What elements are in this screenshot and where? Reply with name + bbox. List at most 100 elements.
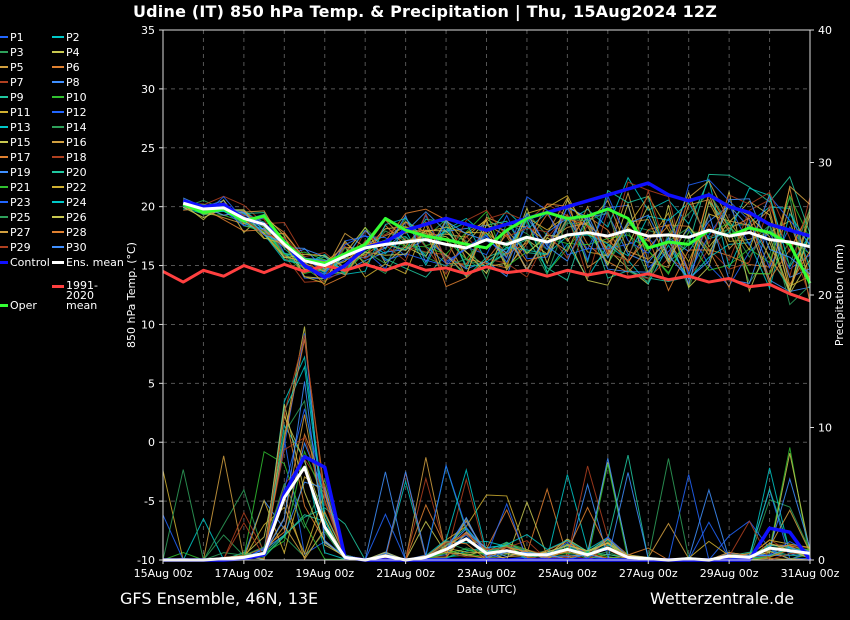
legend-item-p9: P9 [0,92,24,104]
y-tick-label: 25 [141,142,155,155]
legend-item-p18: P18 [52,152,87,164]
site-label: Wetterzentrale.de [650,589,795,608]
member-temp-line [183,207,811,290]
y2-tick-label: 0 [818,554,825,567]
x-tick-label: 21Aug 00z [376,567,435,580]
y-tick-label: 5 [148,377,155,390]
y-tick-label: 35 [141,24,155,37]
legend-swatch [0,260,8,264]
x-tick-label: 17Aug 00z [215,567,274,580]
legend-swatch [52,66,64,68]
member-precip-line [162,470,811,561]
legend-label: P8 [66,76,80,89]
member-temp-line [183,181,811,279]
legend-swatch [0,36,8,38]
legend-item-p27: P27 [0,227,31,239]
legend-label: P28 [66,226,87,239]
legend-item-p2: P2 [52,32,80,44]
legend-swatch [52,246,64,248]
x-tick-label: 27Aug 00z [619,567,678,580]
legend-item-p15: P15 [0,137,31,149]
member-precip-line [163,424,811,561]
legend-label: P2 [66,31,80,44]
y-tick-label: 30 [141,83,155,96]
legend-swatch [52,260,64,264]
axes: -10 -5 0 5 10 15 20 25 30 35 0 10 20 30 40 15Aug 00z 17A… [125,24,846,596]
legend-label: P6 [66,61,80,74]
legend-label: Ens. mean [66,256,124,269]
legend-label: P17 [10,151,31,164]
legend-item-p29: P29 [0,242,31,254]
member-precip-line [162,408,811,561]
legend-item-p25: P25 [0,212,31,224]
legend-swatch [52,284,64,288]
legend-swatch [0,216,8,218]
legend: P1 P2 P3 P4 P5 P6 P7 P8 P9 P10 P11 P12 P13 P14 P15 P16 P… [0,32,125,322]
legend-swatch [0,66,8,68]
legend-item-p14: P14 [52,122,87,134]
legend-label: P23 [10,196,31,209]
legend-item-p26: P26 [52,212,87,224]
legend-item-p21: P21 [0,182,31,194]
member-temp-line [182,191,811,293]
x-tick-label: 29Aug 00z [700,567,759,580]
legend-label: P18 [66,151,87,164]
legend-swatch [0,171,8,173]
y-tick-label: 0 [148,436,155,449]
legend-swatch [52,186,64,188]
legend-item-p1: P1 [0,32,24,44]
legend-swatch [0,111,8,113]
legend-label: P22 [66,181,87,194]
y2-tick-label: 10 [818,422,832,435]
legend-item-p5: P5 [0,62,24,74]
x-tick-label: 15Aug 00z [134,567,193,580]
legend-swatch [52,231,64,233]
legend-label: P10 [66,91,87,104]
temp-series-ens-mean [182,201,811,268]
y2-axis-label: Precipitation (mm) [833,244,846,346]
legend-item-p6: P6 [52,62,80,74]
chart-title: Udine (IT) 850 hPa Temp. & Precipitation… [132,2,718,21]
legend-label: P11 [10,106,31,119]
model-label: GFS Ensemble, 46N, 13E [120,589,319,608]
legend-swatch [0,51,8,53]
legend-item-p16: P16 [52,137,87,149]
x-tick-label: 31Aug 00z [781,567,840,580]
legend-swatch [0,246,8,248]
legend-label: 1991-2020 mean [66,279,98,312]
legend-label: P15 [10,136,31,149]
y2-tick-label: 20 [818,289,832,302]
x-tick-label: 25Aug 00z [538,567,597,580]
y-tick-label: 10 [141,318,155,331]
legend-swatch [0,96,8,98]
legend-swatch [52,216,64,218]
legend-swatch [52,96,64,98]
legend-label: P3 [10,46,24,59]
legend-swatch [0,156,8,158]
legend-label: P19 [10,166,31,179]
temp-series-1991-2020-mean [162,261,811,303]
member-temp-line [183,187,811,282]
y-tick-label: 20 [141,201,155,214]
legend-item-ens-mean: Ens. mean [52,257,124,269]
legend-label: P16 [66,136,87,149]
legend-swatch [0,186,8,188]
legend-swatch [0,126,8,128]
legend-label: P26 [66,211,87,224]
legend-label: P9 [10,91,24,104]
legend-item-oper: Oper [0,300,37,312]
legend-label: Oper [10,299,37,312]
legend-swatch [52,111,64,113]
x-tick-label: 23Aug 00z [457,567,516,580]
member-temp-line [183,188,811,298]
x-tick-label: 19Aug 00z [295,567,354,580]
legend-label: P5 [10,61,24,74]
legend-label: P24 [66,196,87,209]
legend-swatch [52,81,64,83]
legend-item-p17: P17 [0,152,31,164]
legend-label: P13 [10,121,31,134]
legend-item-p4: P4 [52,47,80,59]
y-tick-label: -10 [137,554,155,567]
legend-label: P30 [66,241,87,254]
